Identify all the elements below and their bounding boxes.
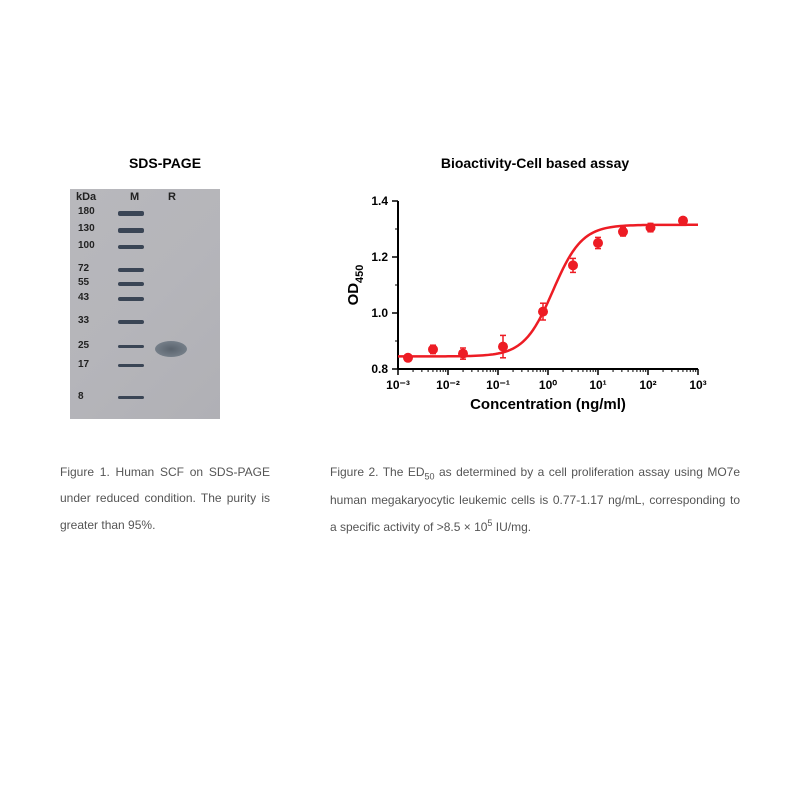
caption-text: IU/mg.: [492, 520, 531, 534]
mw-tick: 25: [78, 340, 89, 351]
svg-text:10¹: 10¹: [589, 378, 606, 392]
figure2-caption: Figure 2. The ED50 as determined by a ce…: [330, 459, 740, 540]
svg-text:0.8: 0.8: [371, 362, 388, 376]
svg-text:1.2: 1.2: [371, 250, 388, 264]
svg-text:10⁻²: 10⁻²: [436, 378, 460, 392]
mw-tick: 8: [78, 391, 84, 402]
ed50-sub: 50: [425, 471, 435, 481]
svg-text:1.0: 1.0: [371, 306, 388, 320]
mw-tick: 130: [78, 223, 95, 234]
sample-band: [155, 341, 187, 357]
mw-tick: 72: [78, 263, 89, 274]
mw-tick: 180: [78, 206, 95, 217]
ladder-band: [118, 268, 144, 272]
svg-text:10³: 10³: [689, 378, 706, 392]
svg-text:10²: 10²: [639, 378, 656, 392]
ladder-band: [118, 297, 144, 301]
caption-text: Figure 2. The ED: [330, 465, 425, 479]
svg-text:1.4: 1.4: [371, 194, 388, 208]
ladder-band: [118, 345, 144, 348]
ladder-band: [118, 245, 144, 249]
mw-tick: 33: [78, 315, 89, 326]
svg-text:10⁻¹: 10⁻¹: [486, 378, 510, 392]
lane-m-label: M: [130, 191, 139, 203]
ladder-band: [118, 282, 144, 286]
bioactivity-title: Bioactivity-Cell based assay: [330, 155, 740, 171]
lane-r-label: R: [168, 191, 176, 203]
kda-label: kDa: [76, 191, 96, 203]
mw-tick: 55: [78, 277, 89, 288]
mw-tick: 43: [78, 292, 89, 303]
dose-response-chart: 0.8 1.0 1.2 1.4 10⁻³ 10⁻² 10⁻¹ 10⁰ 10¹ 10² 10³ Conc…: [340, 189, 720, 414]
figure1-caption: Figure 1. Human SCF on SDS-PAGE under re…: [60, 459, 270, 538]
mw-tick: 17: [78, 359, 89, 370]
ladder-band: [118, 364, 144, 367]
mw-tick: 100: [78, 240, 95, 251]
ladder-band: [118, 211, 144, 216]
svg-text:Concentration (ng/ml): Concentration (ng/ml): [470, 396, 626, 413]
svg-text:10⁻³: 10⁻³: [386, 378, 410, 392]
svg-text:OD450: OD450: [345, 265, 366, 306]
ladder-band: [118, 396, 144, 399]
ladder-band: [118, 320, 144, 324]
svg-text:10⁰: 10⁰: [539, 378, 557, 392]
gel-image: kDa M R 180 130 100 72 55 43 33 25 17 8: [70, 189, 220, 419]
sds-page-title: SDS-PAGE: [60, 155, 270, 171]
ladder-band: [118, 228, 144, 233]
